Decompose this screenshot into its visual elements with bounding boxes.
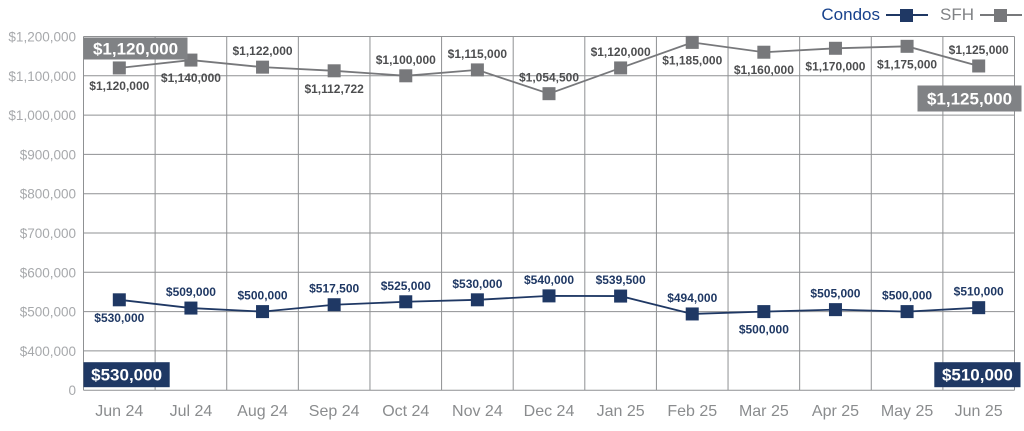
x-axis-month-label: Jan 25 <box>597 403 645 420</box>
sfh-point-label: $1,054,500 <box>519 71 579 85</box>
sfh-legend-square-icon <box>994 8 1007 22</box>
y-axis-tick-label: $500,000 <box>20 305 76 320</box>
condos-point-label: $525,000 <box>381 279 431 293</box>
legend-item-sfh: SFH <box>940 5 1022 25</box>
condos-point-label: $539,500 <box>596 273 646 287</box>
y-axis-tick-label: $1,200,000 <box>8 30 76 45</box>
chart-legend: Condos SFH <box>821 5 1022 25</box>
callout-badge-bottom-left <box>83 362 170 388</box>
condos-point-marker <box>757 305 771 319</box>
callout-badge-text: $510,000 <box>942 366 1013 385</box>
sfh-point-marker <box>757 45 771 59</box>
legend-item-condos: Condos <box>821 5 928 25</box>
sfh-point-marker <box>327 64 341 78</box>
condos-point-marker <box>828 303 842 317</box>
condos-point-marker <box>470 293 484 307</box>
sfh-point-label: $1,120,000 <box>591 45 651 59</box>
sfh-point-marker <box>184 53 198 67</box>
x-axis-month-label: Jul 24 <box>170 403 213 420</box>
sfh-point-marker <box>828 41 842 55</box>
legend-label-sfh: SFH <box>940 5 974 24</box>
x-axis-month-label: Oct 24 <box>382 403 429 420</box>
condos-point-marker <box>685 307 699 321</box>
x-axis-month-label: May 25 <box>881 403 934 420</box>
x-axis-month-label: Dec 24 <box>524 403 575 420</box>
condos-point-label: $530,000 <box>94 311 144 325</box>
condos-point-label: $510,000 <box>954 285 1004 299</box>
condos-point-marker <box>327 298 341 312</box>
callout-badge-right <box>917 85 1022 112</box>
condos-point-marker <box>542 289 556 303</box>
sfh-point-label: $1,122,000 <box>233 44 293 58</box>
callout-badge-text: $530,000 <box>91 366 162 385</box>
condos-point-label: $530,000 <box>452 277 502 291</box>
condos-point-marker <box>256 305 270 319</box>
sfh-point-label: $1,185,000 <box>662 53 722 67</box>
sfh-point-marker <box>112 61 126 75</box>
condos-point-label: $494,000 <box>667 291 717 305</box>
sfh-point-marker <box>399 69 413 83</box>
x-axis-month-label: Nov 24 <box>452 403 503 420</box>
condos-point-marker <box>900 305 914 319</box>
sfh-point-marker <box>614 61 628 75</box>
x-axis-month-label: Sep 24 <box>309 403 360 420</box>
condos-point-marker <box>614 289 628 303</box>
condos-point-label: $540,000 <box>524 273 574 287</box>
condos-point-label: $509,000 <box>166 285 216 299</box>
sfh-point-marker <box>256 60 270 74</box>
condos-point-marker <box>112 293 126 307</box>
y-axis-zero-label: 0 <box>68 383 76 398</box>
x-axis-month-label: Jun 25 <box>955 403 1003 420</box>
sfh-point-marker <box>470 63 484 77</box>
condos-point-label: $500,000 <box>238 289 288 303</box>
sfh-point-label: $1,115,000 <box>448 47 508 61</box>
y-axis-tick-label: $1,100,000 <box>8 69 76 84</box>
x-axis-month-label: Apr 25 <box>812 403 859 420</box>
sfh-point-marker <box>972 59 986 73</box>
condos-point-label: $517,500 <box>309 282 359 296</box>
callout-badge-text: $1,120,000 <box>93 40 178 59</box>
condos-point-marker <box>399 295 413 309</box>
condos-point-label: $505,000 <box>810 287 860 301</box>
callout-badge-top-left <box>83 37 188 60</box>
sfh-point-label: $1,170,000 <box>805 59 865 73</box>
condos-legend-square-icon <box>900 8 913 22</box>
sfh-line-marker-icon <box>980 8 1022 22</box>
y-axis-tick-label: $800,000 <box>20 187 76 202</box>
x-axis-month-label: Jun 24 <box>95 403 143 420</box>
sfh-point-label: $1,120,000 <box>89 79 149 93</box>
sfh-point-label: $1,140,000 <box>161 71 221 85</box>
sfh-point-label: $1,125,000 <box>949 43 1009 57</box>
callout-badge-text: $1,125,000 <box>927 90 1012 109</box>
condos-point-label: $500,000 <box>739 323 789 337</box>
sfh-point-label: $1,100,000 <box>376 53 436 67</box>
condos-point-label: $500,000 <box>882 289 932 303</box>
y-axis-tick-label: $1,000,000 <box>8 108 76 123</box>
condos-point-marker <box>972 301 986 315</box>
callout-badge-bottom-right <box>934 362 1021 388</box>
sfh-point-label: $1,175,000 <box>877 57 937 71</box>
condos-point-marker <box>184 301 198 315</box>
x-axis-month-label: Feb 25 <box>667 403 717 420</box>
condos-line-marker-icon <box>886 8 928 22</box>
y-axis-tick-label: $600,000 <box>20 265 76 280</box>
y-axis-tick-label: $700,000 <box>20 226 76 241</box>
x-axis-month-label: Mar 25 <box>739 403 789 420</box>
x-axis-month-label: Aug 24 <box>237 403 288 420</box>
y-axis-tick-label: $400,000 <box>20 344 76 359</box>
legend-label-condos: Condos <box>821 5 880 24</box>
y-axis-tick-label: $900,000 <box>20 147 76 162</box>
sfh-point-marker <box>685 35 699 49</box>
sfh-point-label: $1,160,000 <box>734 63 794 77</box>
sfh-point-marker <box>900 39 914 53</box>
sfh-point-label: $1,112,722 <box>304 82 364 96</box>
sfh-point-marker <box>542 87 556 101</box>
